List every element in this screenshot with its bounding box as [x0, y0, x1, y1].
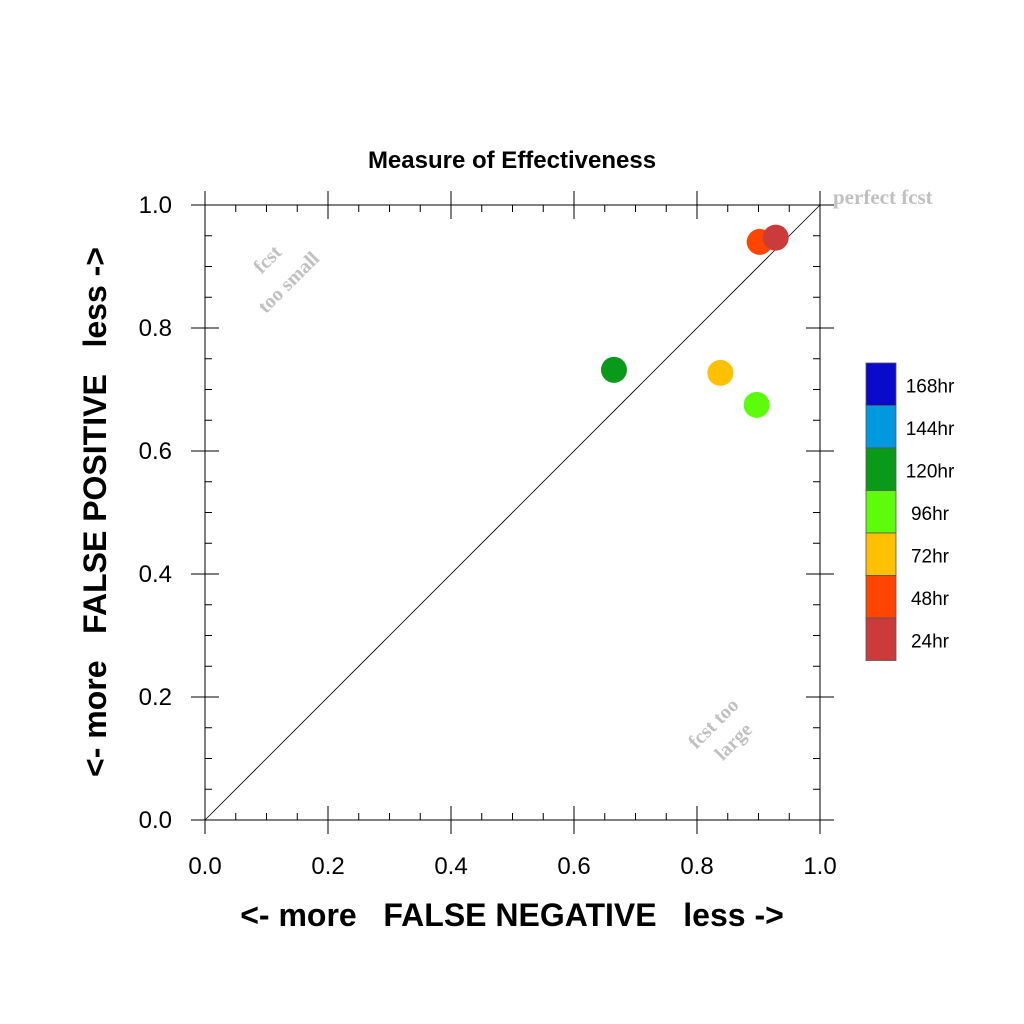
legend-swatch-144hr — [865, 405, 897, 449]
data-point-120hr — [600, 356, 627, 383]
data-point-24hr — [762, 224, 789, 251]
x-tick-label: 0.6 — [557, 853, 590, 880]
data-point-96hr — [743, 391, 770, 418]
legend-label-144hr: 144hr — [906, 419, 955, 440]
y-tick-label: 0.8 — [139, 315, 172, 342]
data-points — [600, 224, 789, 418]
annotation-perfect-fcst: perfect fcst — [833, 185, 933, 209]
legend: 168hr 144hr 120hr 96hr 72hr 48hr 24hr — [865, 362, 955, 661]
chart-title: Measure of Effectiveness — [368, 147, 656, 174]
y-tick-label: 0.4 — [139, 561, 172, 588]
x-tick-label: 0.0 — [188, 853, 221, 880]
x-tick-label: 1.0 — [803, 853, 836, 880]
legend-label-24hr: 24hr — [911, 631, 950, 652]
y-tick-label: 0.6 — [139, 438, 172, 465]
y-tick-labels: 0.0 0.2 0.4 0.6 0.8 1.0 — [139, 192, 172, 834]
x-axis-label: <- more FALSE NEGATIVE less -> — [240, 897, 784, 933]
diagonal-reference-line — [204, 204, 821, 821]
y-tick-label: 0.2 — [139, 684, 172, 711]
legend-label-168hr: 168hr — [906, 376, 955, 397]
legend-label-72hr: 72hr — [911, 546, 950, 567]
legend-swatch-24hr — [865, 617, 897, 661]
axis-ticks — [191, 191, 834, 834]
legend-label-48hr: 48hr — [911, 589, 950, 610]
legend-label-120hr: 120hr — [906, 461, 955, 482]
legend-swatch-168hr — [865, 362, 897, 406]
y-tick-label: 1.0 — [139, 192, 172, 219]
plot-area: 0.0 0.2 0.4 0.6 0.8 1.0 0.0 0.2 0.4 0.6 0.8 1.0 pe… — [139, 185, 933, 880]
y-axis-label: <- more FALSE POSITIVE less -> — [77, 247, 113, 777]
legend-swatch-48hr — [865, 575, 897, 619]
x-tick-label: 0.2 — [311, 853, 344, 880]
x-tick-label: 0.4 — [434, 853, 467, 880]
legend-swatch-72hr — [865, 532, 897, 576]
x-tick-labels: 0.0 0.2 0.4 0.6 0.8 1.0 — [188, 853, 836, 880]
x-tick-label: 0.8 — [680, 853, 713, 880]
legend-swatch-96hr — [865, 490, 897, 534]
legend-swatch-120hr — [865, 447, 897, 491]
legend-label-96hr: 96hr — [911, 504, 950, 525]
annotation-fcst-too-small-line1: fcst — [249, 241, 286, 278]
data-point-72hr — [707, 359, 734, 386]
y-tick-label: 0.0 — [139, 807, 172, 834]
